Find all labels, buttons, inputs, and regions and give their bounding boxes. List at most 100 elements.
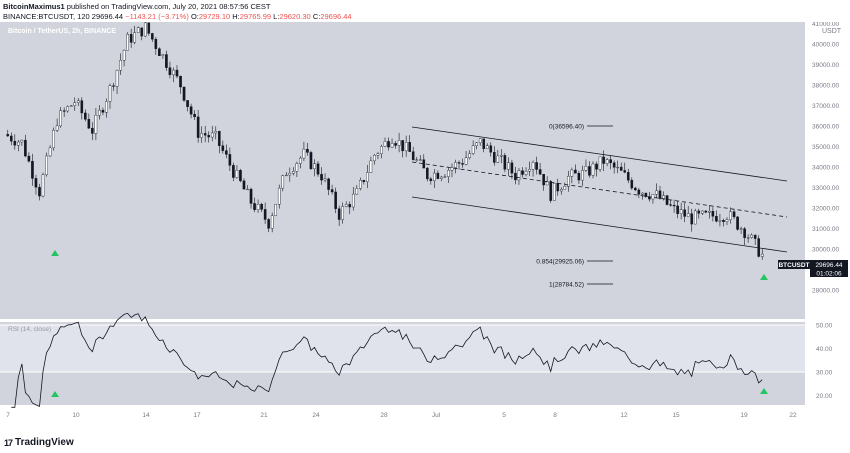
candle-body: [443, 176, 447, 178]
candle-body: [612, 162, 616, 168]
channel-upper-line: [411, 126, 788, 182]
buy-signal-arrow-1: [51, 250, 59, 256]
candle-body: [380, 146, 383, 154]
candle-body: [168, 67, 172, 76]
candle-body: [447, 170, 450, 177]
candle-body: [20, 139, 24, 143]
candle-body: [718, 220, 722, 222]
price-tick-label: 33000.00: [812, 185, 839, 192]
candle-body: [464, 157, 468, 165]
candle-body: [59, 110, 62, 127]
candle-body: [84, 112, 87, 120]
candle-body: [373, 155, 376, 162]
candlestick-series: [6, 22, 764, 260]
candle-body: [6, 133, 10, 137]
candle-body: [574, 169, 577, 174]
candle-body: [605, 159, 609, 164]
candle-body: [454, 162, 457, 168]
candle-body: [387, 141, 390, 148]
candle-body: [31, 161, 34, 179]
candle-body: [538, 169, 542, 175]
price-ticks: 41000.00 40000.00 39000.00 38000.00 37000.00…: [812, 22, 839, 295]
candle-body: [729, 211, 732, 220]
candle-body: [577, 173, 581, 181]
candle-body: [69, 105, 73, 107]
date-tick-label: 5: [502, 412, 506, 419]
candle-body: [203, 133, 207, 136]
rsi-tick-label: 50.00: [816, 323, 833, 330]
rsi-tick-label: 30.00: [816, 370, 833, 377]
candle-body: [24, 139, 27, 157]
candle-body: [55, 125, 59, 131]
candle-body: [581, 170, 584, 181]
date-tick-label: 17: [193, 412, 201, 419]
candle-body: [753, 234, 757, 239]
candle-body: [158, 48, 161, 56]
candle-body: [482, 138, 486, 149]
candle-body: [468, 153, 471, 158]
candle-body: [87, 119, 91, 129]
candle-body: [13, 140, 17, 146]
price-tick-label: 40000.00: [812, 42, 839, 49]
descending-channel: [411, 126, 788, 253]
candle-body: [422, 159, 426, 169]
candle-body: [510, 162, 514, 174]
candle-body: [232, 165, 235, 178]
candle-body: [415, 159, 419, 161]
rsi-label: RSI (14, close): [8, 326, 51, 333]
candle-body: [496, 155, 500, 163]
candle-body: [165, 54, 168, 68]
candle-body: [507, 162, 510, 170]
candle-body: [214, 131, 218, 134]
candle-body: [182, 86, 186, 101]
candle-body: [760, 253, 764, 257]
time-axis[interactable]: [0, 406, 805, 422]
date-tick-label: 14: [142, 412, 150, 419]
candle-body: [457, 162, 461, 164]
chart[interactable]: Bitcoin / TetherUS, 2h, BINANCE USDT 410…: [0, 22, 850, 434]
candle-body: [52, 130, 55, 149]
candle-body: [394, 143, 397, 146]
candle-body: [341, 206, 344, 220]
currency-label: USDT: [822, 28, 842, 35]
price-tick-label: 37000.00: [812, 103, 839, 110]
candle-body: [76, 100, 80, 103]
candle-body: [309, 152, 313, 170]
candle-body: [602, 156, 605, 164]
candle-body: [27, 155, 31, 162]
candle-body: [704, 210, 708, 213]
candle-body: [535, 162, 538, 170]
candle-body: [429, 178, 433, 181]
candle-body: [736, 216, 739, 230]
candle-body: [651, 194, 655, 200]
candle-body: [62, 110, 66, 112]
date-tick-label: 12: [620, 412, 628, 419]
candle-body: [440, 176, 443, 179]
candle-body: [686, 213, 690, 217]
rsi-tick-label: 40.00: [816, 346, 833, 353]
candle-body: [147, 22, 151, 34]
open-label: O:: [190, 12, 199, 21]
candle-body: [327, 178, 330, 190]
channel-middle-line: [411, 161, 788, 218]
candle-body: [436, 172, 440, 179]
candle-body: [253, 203, 256, 210]
candle-body: [193, 113, 196, 118]
high-value: 29765.99: [239, 12, 272, 21]
date-tick-label: 7: [6, 412, 10, 419]
date-tick-label: 8: [553, 412, 557, 419]
rsi-signal-arrow-1: [51, 391, 59, 397]
close-value: 29696.44: [320, 12, 352, 21]
tradingview-footer[interactable]: 17 TradingView: [4, 437, 74, 448]
fib-0854-label: 0.854(29925.06): [536, 259, 584, 266]
candle-body: [48, 147, 52, 157]
price-pane[interactable]: [0, 22, 805, 319]
candle-body: [260, 203, 263, 210]
candle-body: [320, 174, 323, 181]
candle-body: [359, 180, 362, 189]
rsi-axis[interactable]: [805, 322, 850, 405]
candle-body: [383, 141, 387, 147]
candle-body: [376, 153, 380, 156]
candle-body: [584, 166, 588, 171]
candle-body: [274, 204, 278, 216]
